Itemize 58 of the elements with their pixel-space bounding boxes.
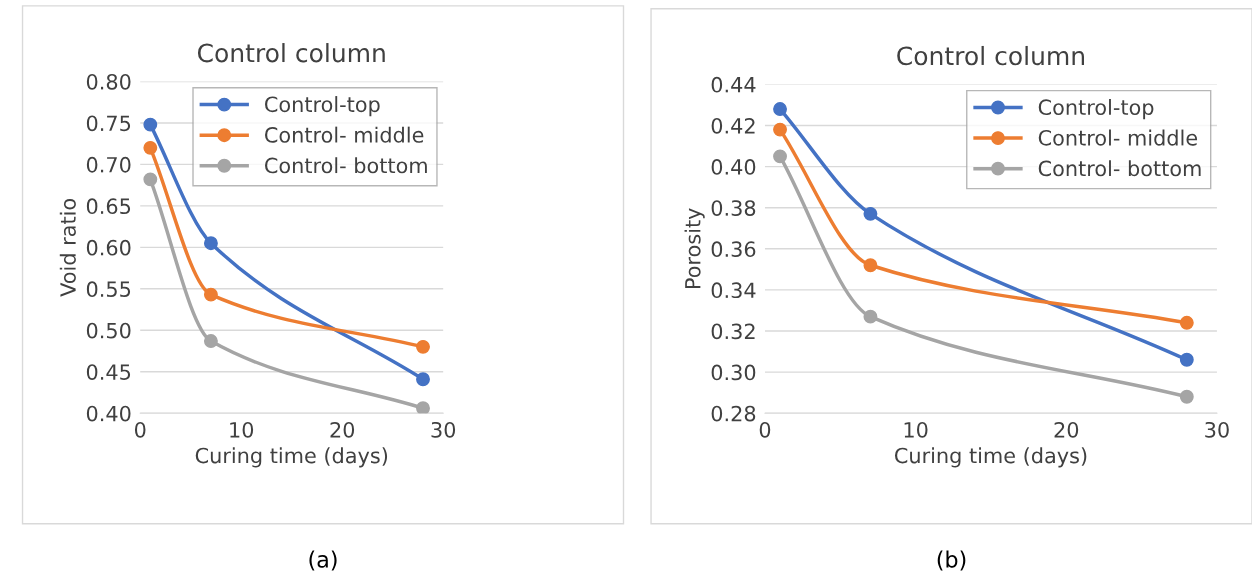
y-tick-label: 0.80: [86, 73, 131, 90]
point: [416, 401, 430, 414]
point: [863, 258, 878, 273]
point: [863, 206, 878, 221]
x-axis-title: Curing time (days): [894, 447, 1087, 468]
y-tick-label: 0.42: [711, 117, 755, 134]
chart-title: Control column: [197, 43, 385, 63]
point: [203, 287, 218, 302]
legend-label: Control- bottom: [1038, 160, 1201, 177]
text: (a): [309, 550, 337, 571]
x-tick-label: 30: [1205, 421, 1229, 438]
legend-label: Control- bottom: [265, 157, 427, 174]
y-axis-title: Porosity: [684, 208, 705, 289]
point: [143, 117, 158, 132]
point: [143, 140, 158, 155]
y-tick-label: 0.45: [86, 364, 131, 380]
y-tick-label: 0.36: [711, 241, 756, 258]
point: [1179, 389, 1194, 404]
legend-label: Control- middle: [1038, 129, 1198, 146]
x-tick-label: 30: [431, 421, 456, 438]
point: [773, 102, 787, 116]
point: [416, 372, 430, 387]
point: [203, 334, 218, 349]
y-tick-label: 0.44: [711, 76, 756, 93]
y-tick-label: 0.50: [86, 322, 131, 339]
x-tick-label: 20: [330, 421, 355, 438]
point: [1179, 315, 1194, 330]
x-tick-label: 10: [230, 421, 254, 438]
y-tick-label: 0.65: [86, 198, 131, 215]
legend-label: Control-top: [265, 96, 380, 117]
y-tick-label: 0.75: [86, 115, 131, 132]
y-tick-label: 0.32: [711, 323, 755, 340]
point: [416, 339, 430, 354]
x-tick-label: 0: [759, 421, 771, 438]
point: [773, 122, 787, 137]
y-tick-label: 0.40: [86, 405, 131, 422]
y-tick-label: 0.70: [86, 156, 131, 173]
x-tick-label: 20: [1054, 421, 1079, 438]
chart-title: Control column: [897, 45, 1084, 66]
y-axis-title: Void ratio: [59, 198, 76, 297]
y-tick-label: 0.60: [86, 239, 131, 256]
legend-label: Control- middle: [265, 126, 424, 143]
legend-label: Control-top: [1038, 98, 1154, 120]
x-axis-title: Curing time (days): [195, 447, 388, 468]
x-tick-label: 10: [904, 421, 928, 438]
point: [773, 149, 787, 164]
point: [203, 236, 218, 251]
point: [143, 172, 158, 187]
text: (b): [937, 550, 966, 571]
point: [1179, 352, 1194, 367]
y-tick-label: 0.30: [711, 364, 756, 381]
y-tick-label: 0.55: [86, 281, 131, 298]
y-tick-label: 0.28: [711, 405, 756, 422]
y-tick-label: 0.34: [711, 282, 756, 299]
y-tick-label: 0.40: [711, 159, 756, 175]
point: [863, 309, 878, 324]
x-tick-label: 0: [134, 421, 146, 438]
y-tick-label: 0.38: [711, 200, 756, 216]
